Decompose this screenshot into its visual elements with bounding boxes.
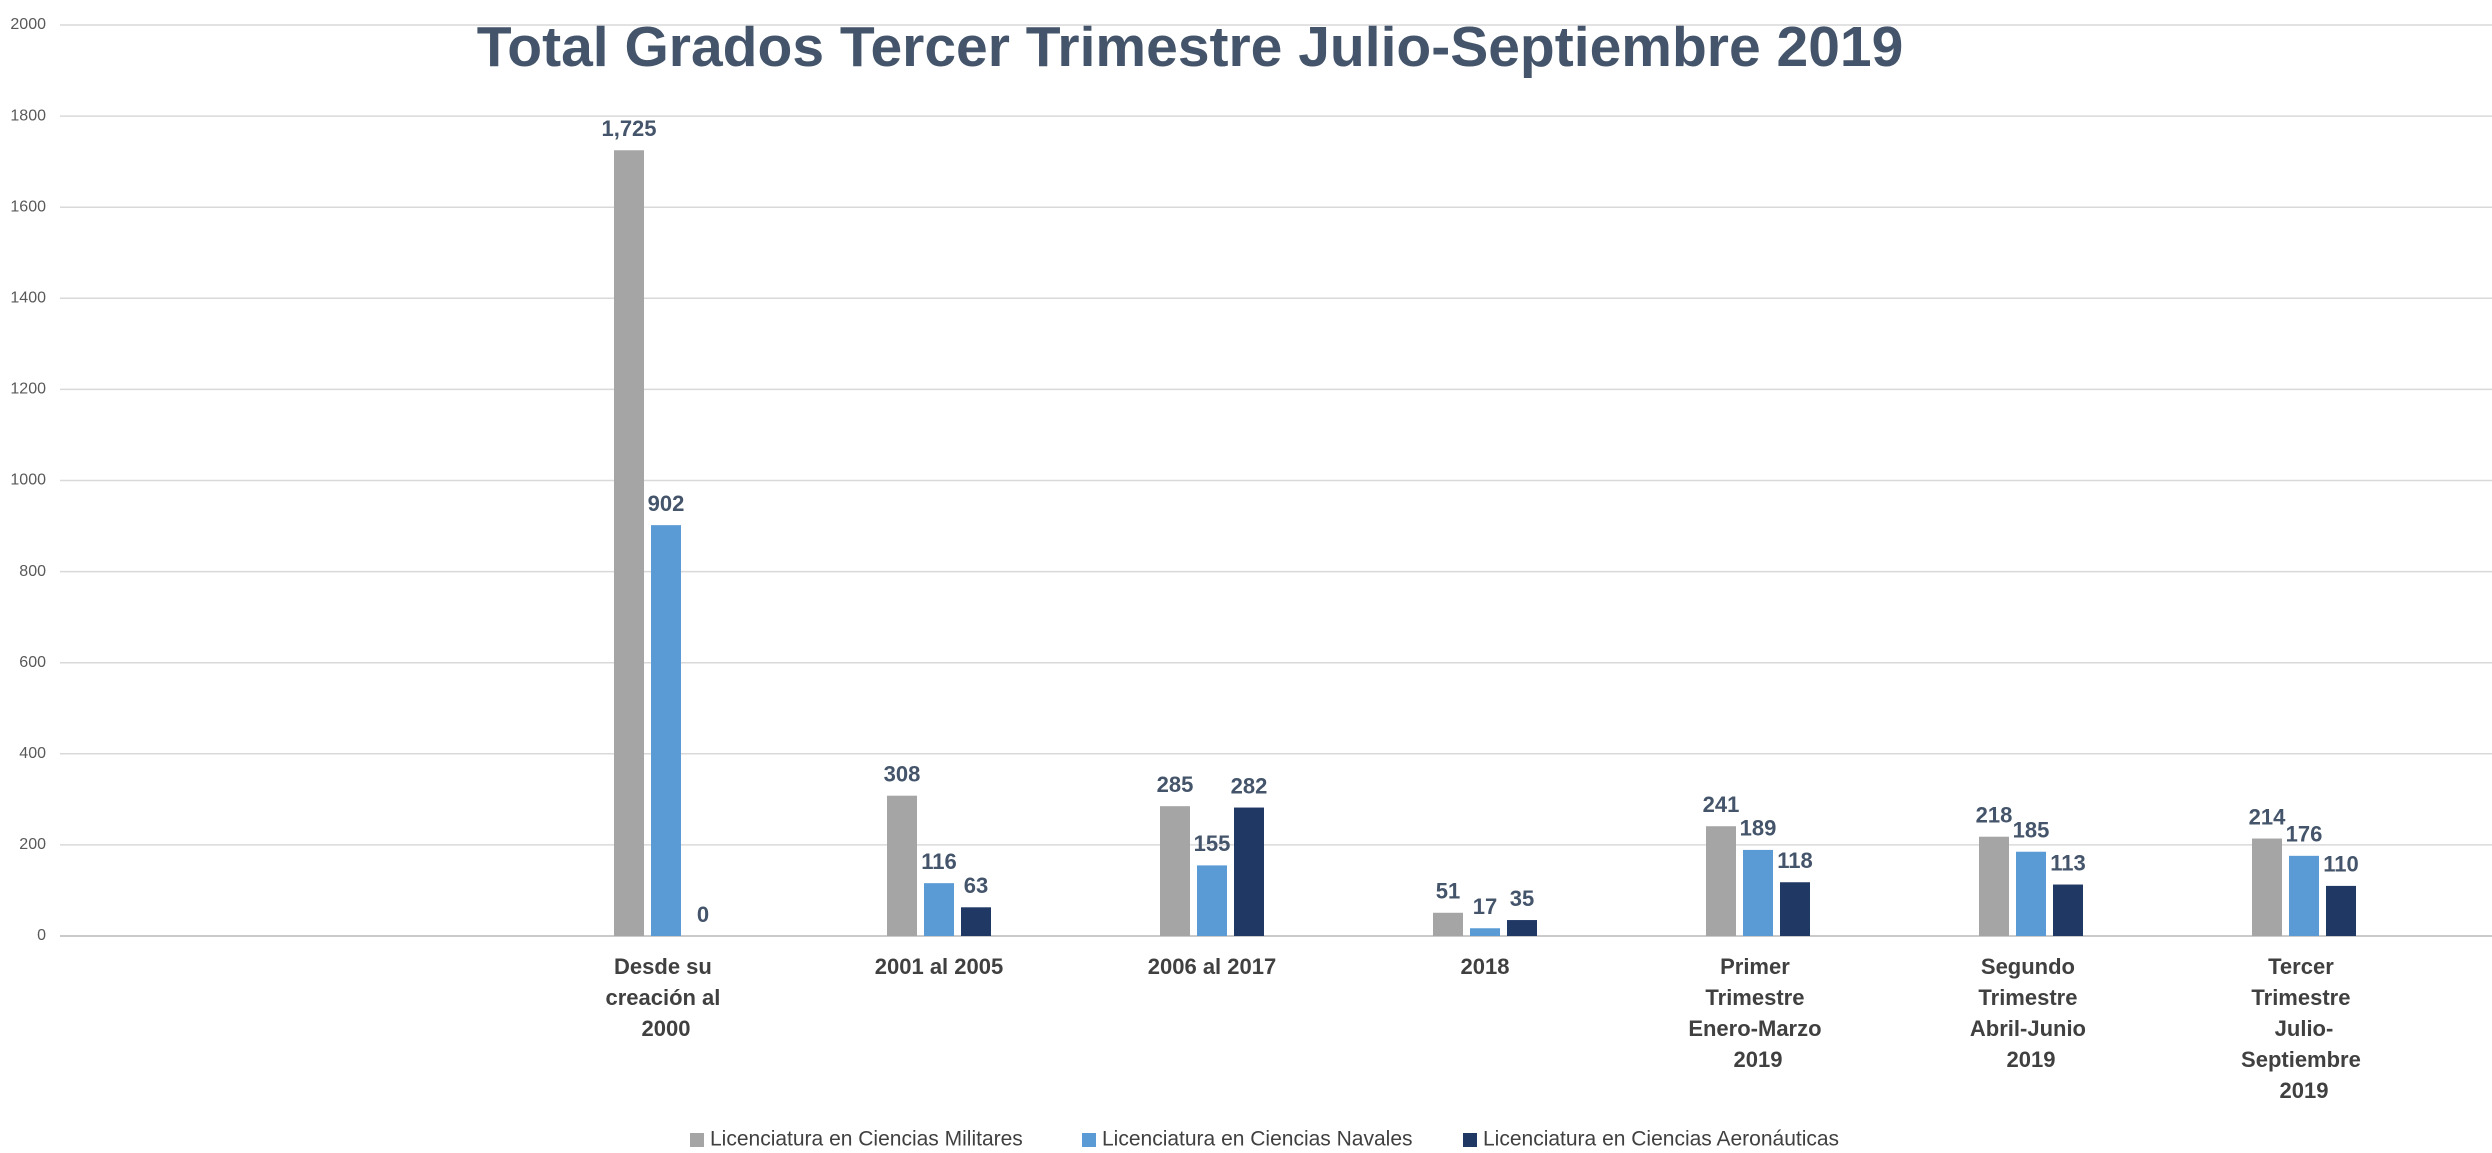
bar — [2053, 884, 2083, 936]
bar — [924, 883, 954, 936]
legend-swatch — [690, 1133, 704, 1147]
y-tick-label: 1400 — [10, 290, 46, 307]
bar — [1197, 865, 1227, 936]
data-label: 176 — [2286, 822, 2323, 847]
x-tick-label: Segundo Trimestre Abril-Junio 2019 — [1970, 954, 2092, 1072]
data-label: 189 — [1740, 816, 1777, 841]
data-label: 118 — [1777, 848, 1813, 873]
bar — [1470, 928, 1500, 936]
bar — [1743, 849, 1773, 936]
legend-label: Licenciatura en Ciencias Aeronáuticas — [1483, 1128, 1839, 1151]
x-tick-label: Primer Trimestre Enero-Marzo 2019 — [1688, 954, 1827, 1072]
bar — [1234, 807, 1264, 936]
y-tick-label: 1600 — [10, 198, 46, 215]
bar — [1979, 836, 2009, 936]
data-label: 214 — [2249, 804, 2286, 829]
bar — [1780, 882, 1810, 936]
bar — [1433, 912, 1463, 936]
data-label: 51 — [1436, 879, 1460, 904]
y-tick-label: 1000 — [10, 472, 46, 489]
data-label: 116 — [921, 849, 957, 874]
x-tick-label: Desde su creación al 2000 — [605, 954, 726, 1041]
data-label: 218 — [1976, 803, 2013, 828]
bar — [614, 150, 644, 936]
data-label: 0 — [697, 902, 709, 927]
data-label: 35 — [1510, 886, 1534, 911]
bar — [887, 795, 917, 936]
y-tick-label: 200 — [19, 836, 46, 853]
y-tick-label: 600 — [19, 654, 46, 671]
data-label: 155 — [1194, 831, 1231, 856]
legend-swatch — [1082, 1133, 1096, 1147]
bar — [651, 525, 681, 936]
bar — [961, 907, 991, 936]
y-tick-label: 2000 — [10, 16, 46, 33]
bar — [1507, 920, 1537, 936]
y-tick-label: 0 — [37, 927, 46, 944]
legend-label: Licenciatura en Ciencias Navales — [1102, 1128, 1413, 1151]
y-tick-label: 800 — [19, 563, 46, 580]
y-tick-label: 1800 — [10, 107, 46, 124]
y-tick-label: 400 — [19, 745, 46, 762]
bar — [1706, 826, 1736, 936]
x-tick-label: 2006 al 2017 — [1148, 954, 1276, 979]
x-tick-label: Tercer Trimestre Julio-Septiembre 2019 — [2241, 954, 2367, 1103]
bar — [1160, 806, 1190, 936]
data-label: 241 — [1703, 792, 1740, 817]
data-label: 308 — [884, 762, 921, 787]
data-label: 110 — [2323, 852, 2359, 877]
data-label: 113 — [2050, 850, 2086, 875]
data-label: 285 — [1157, 772, 1194, 797]
legend-label: Licenciatura en Ciencias Militares — [710, 1128, 1023, 1151]
bar — [2326, 885, 2356, 936]
data-label: 63 — [964, 873, 988, 898]
bar — [2289, 855, 2319, 936]
data-label: 902 — [648, 491, 685, 516]
legend-swatch — [1463, 1133, 1477, 1147]
data-label: 185 — [2013, 818, 2050, 843]
data-label: 1,725 — [601, 116, 656, 141]
bar — [2252, 838, 2282, 936]
y-tick-label: 1200 — [10, 381, 46, 398]
x-tick-label: 2001 al 2005 — [875, 954, 1003, 979]
data-label: 17 — [1473, 894, 1497, 919]
x-tick-label: 2018 — [1461, 954, 1510, 979]
bar — [2016, 851, 2046, 936]
data-label: 282 — [1231, 773, 1268, 798]
